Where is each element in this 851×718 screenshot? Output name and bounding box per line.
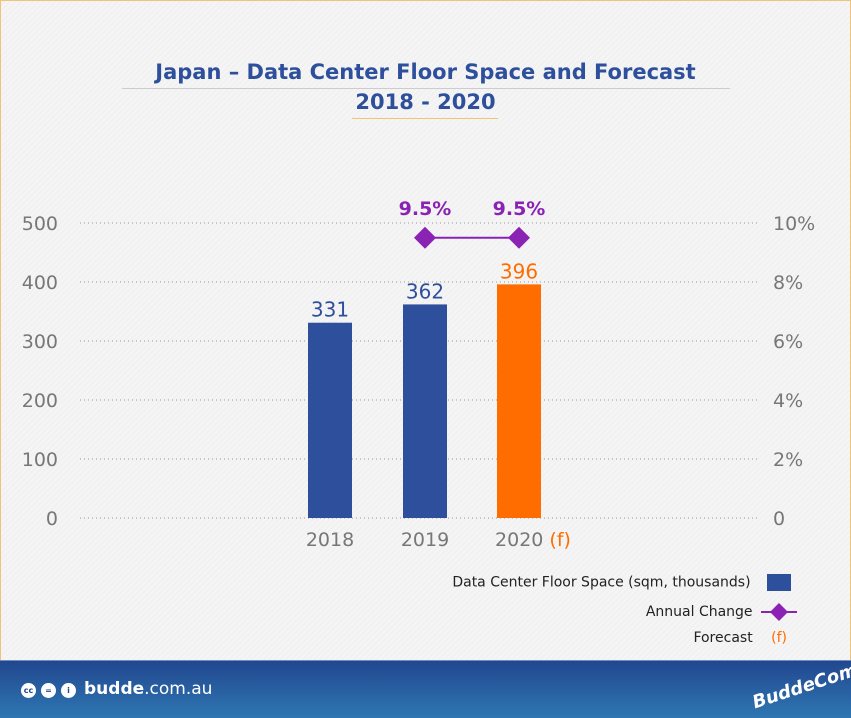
bar-value-label: 362 [406,279,444,303]
right-tick-label: 0 [773,508,785,530]
bar-value-label: 396 [500,259,538,283]
nd-icon: = [41,683,56,698]
right-tick-label: 6% [773,331,803,353]
by-icon: i [61,683,76,698]
bar-value-label: 331 [311,298,349,322]
right-tick-label: 8% [773,272,803,294]
legend-label: Forecast [693,630,753,646]
left-tick-label: 500 [22,213,58,235]
annual-change-label: 9.5% [399,198,452,220]
cc-icon: cc [21,683,36,698]
right-tick-label: 4% [773,390,803,412]
left-tick-label: 200 [22,390,58,412]
title-underline [122,88,730,89]
buddecomm-logo: BuddeComm [749,653,851,714]
legend-item-forecast: Forecast (f) [693,630,787,646]
annual-change-marker [414,226,436,249]
right-tick-label: 2% [773,449,803,471]
left-tick-label: 100 [22,449,58,471]
bar-2020 [497,284,541,518]
site-bold: budde [84,679,145,699]
bar-2019 [403,304,447,518]
annual-change-marker [508,226,530,249]
legend-label: Annual Change [645,604,753,620]
legend-swatch-diamond-icon [761,603,797,621]
right-tick-label: 10% [773,213,815,235]
bar-2018 [308,322,352,518]
legend-item-line: Annual Change [646,602,797,622]
legend-swatch-bar [767,574,791,591]
site-link[interactable]: budde.com.au [84,679,212,699]
chart-title: Japan – Data Center Floor Space and Fore… [155,60,696,84]
left-tick-label: 0 [46,508,58,530]
subtitle-underline [352,118,498,119]
left-tick-label: 400 [22,272,58,294]
site-rest: .com.au [144,679,213,699]
left-tick-label: 300 [22,331,58,353]
chart-subtitle: 2018 - 2020 [355,90,496,114]
legend-item-bars: Data Center Floor Space (sqm, thousands) [452,574,791,591]
legend-label: Data Center Floor Space (sqm, thousands) [452,574,751,591]
category-label: 2019 [401,529,449,551]
category-label: 2018 [306,529,354,551]
annual-change-label: 9.5% [493,198,546,220]
chart-plot: 0 0 100 2% 200 4% 300 6% 400 8% 500 10% 331 2018 362 20… [22,198,816,551]
forecast-marker: (f) [771,630,787,646]
footer: cc = i budde.com.au BuddeComm [0,654,851,718]
forecast-suffix: (f) [543,529,571,551]
category-label: 2020 (f) [495,529,571,551]
